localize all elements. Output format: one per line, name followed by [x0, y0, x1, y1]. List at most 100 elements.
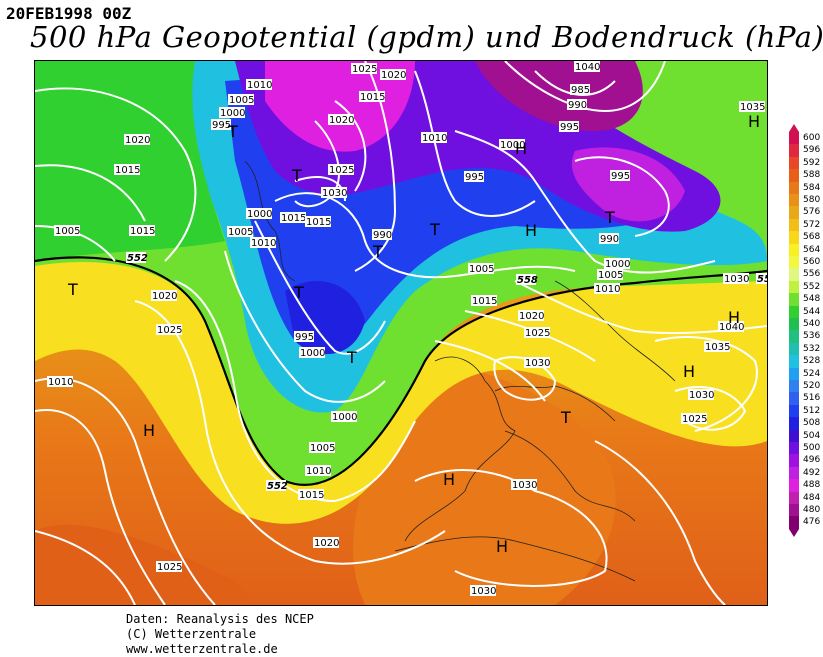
- pressure-label-bg: [219, 107, 245, 118]
- legend-swatch: [789, 268, 799, 281]
- low-pressure-marker: T: [560, 408, 571, 427]
- legend-label: 480: [803, 505, 821, 515]
- pressure-label-bg: [351, 63, 377, 74]
- pressure-label: 1025: [352, 64, 377, 75]
- pressure-label: 1010: [306, 466, 331, 477]
- pressure-label-bg: [468, 263, 494, 274]
- pressure-label: 1015: [306, 217, 331, 228]
- legend-item: 484: [787, 491, 823, 504]
- legend-swatch: [789, 144, 799, 157]
- legend-swatch: [789, 218, 799, 232]
- legend-swatch: [789, 466, 799, 480]
- pressure-label-bg: [250, 237, 276, 248]
- pressure-label: 1005: [55, 226, 80, 237]
- high-pressure-marker: H: [683, 362, 695, 381]
- legend-item: 572: [787, 218, 823, 232]
- legend-swatch: [789, 293, 799, 306]
- low-pressure-marker: T: [291, 166, 302, 185]
- legend-swatch: [789, 417, 799, 430]
- weather-map: 1010 1005 1000 995 1020 1015 1025 1020 1015 1020 1…: [34, 60, 768, 606]
- legend-item: 540: [787, 318, 823, 331]
- geopotential-label: 552: [267, 481, 288, 492]
- pressure-label: 995: [212, 120, 231, 131]
- legend-label: 572: [803, 219, 821, 230]
- high-pressure-marker: H: [143, 421, 155, 440]
- legend-item: 588: [787, 169, 823, 182]
- legend-swatch: [789, 194, 799, 207]
- pressure-label-bg: [380, 69, 406, 80]
- legend-label: 584: [803, 182, 821, 193]
- legend-label: 580: [803, 195, 821, 205]
- legend-swatch: [789, 231, 799, 244]
- pressure-label-bg: [723, 273, 749, 284]
- legend-swatch: [789, 330, 799, 343]
- pressure-label: 1020: [519, 311, 544, 322]
- legend-label: 524: [803, 368, 821, 379]
- pressure-label-bg: [570, 84, 590, 95]
- legend-label: 564: [803, 244, 821, 255]
- pressure-label: 1025: [525, 328, 550, 339]
- legend-label: 600: [803, 133, 821, 143]
- pressure-label-bg: [518, 310, 544, 321]
- pressure-label: 1025: [157, 325, 182, 336]
- pressure-label: 990: [568, 100, 587, 111]
- pressure-label-bg: [280, 212, 306, 223]
- credits: Daten: Reanalysis des NCEP (C) Wetterzen…: [126, 612, 314, 657]
- pressure-label: 1005: [598, 270, 623, 281]
- legend-label: 528: [803, 356, 821, 367]
- legend-top-arrow: [789, 124, 799, 132]
- pressure-label-bg: [359, 91, 385, 102]
- pressure-label: 1030: [724, 274, 749, 285]
- low-pressure-marker: T: [372, 242, 383, 261]
- legend-swatch: [789, 132, 799, 145]
- geopotential-label: 558: [757, 274, 767, 285]
- legend-swatch: [789, 404, 799, 418]
- credit-website: www.wetterzentrale.de: [126, 642, 278, 656]
- warm-core: [353, 361, 616, 605]
- legend-item: 480: [787, 504, 823, 517]
- pressure-label-bg: [718, 321, 744, 332]
- pressure-label-bg: [331, 411, 357, 422]
- geopotential-label-bg: [126, 252, 146, 263]
- high-pressure-marker: H: [748, 112, 760, 131]
- legend-label: 496: [803, 455, 821, 466]
- pressure-label: 1025: [329, 165, 354, 176]
- legend-swatch: [789, 256, 799, 269]
- legend-swatch: [789, 454, 799, 467]
- pressure-label-bg: [421, 132, 447, 143]
- pressure-label-bg: [246, 79, 272, 90]
- legend-item: 580: [787, 194, 823, 207]
- legend-item: 500: [787, 442, 823, 455]
- legend-item: 596: [787, 144, 823, 157]
- pressure-label-bg: [129, 225, 155, 236]
- legend-swatch: [789, 442, 799, 455]
- pressure-label-bg: [313, 537, 339, 548]
- pressure-label: 1010: [48, 377, 73, 388]
- pressure-label-bg: [524, 327, 550, 338]
- pressure-label: 1000: [605, 259, 630, 270]
- pressure-label: 1035: [740, 102, 765, 113]
- magenta-core-west: [265, 61, 415, 152]
- legend-label: 512: [803, 405, 821, 416]
- legend-item: 552: [787, 280, 823, 294]
- pressure-label: 1005: [310, 443, 335, 454]
- legend-swatch: [789, 280, 799, 294]
- low-pressure-marker: T: [67, 280, 78, 299]
- legend-swatch: [789, 305, 799, 318]
- low-pressure-marker: T: [604, 208, 615, 227]
- legend-label: 476: [803, 517, 821, 528]
- violet-core-north: [475, 61, 643, 131]
- pressure-label: 1040: [575, 62, 600, 73]
- geopotential-label: 558: [517, 275, 538, 286]
- legend-item: 544: [787, 305, 823, 318]
- pressure-label-bg: [567, 99, 587, 110]
- pressure-label: 1035: [705, 342, 730, 353]
- credit-data-source: Daten: Reanalysis des NCEP: [126, 612, 314, 626]
- geopotential-label-bg: [516, 274, 536, 285]
- legend-label: 576: [803, 207, 821, 218]
- pressure-label-bg: [688, 389, 714, 400]
- pressure-label: 1030: [471, 586, 496, 597]
- legend-label: 536: [803, 331, 821, 342]
- legend-item: 508: [787, 417, 823, 430]
- pressure-label-bg: [594, 283, 620, 294]
